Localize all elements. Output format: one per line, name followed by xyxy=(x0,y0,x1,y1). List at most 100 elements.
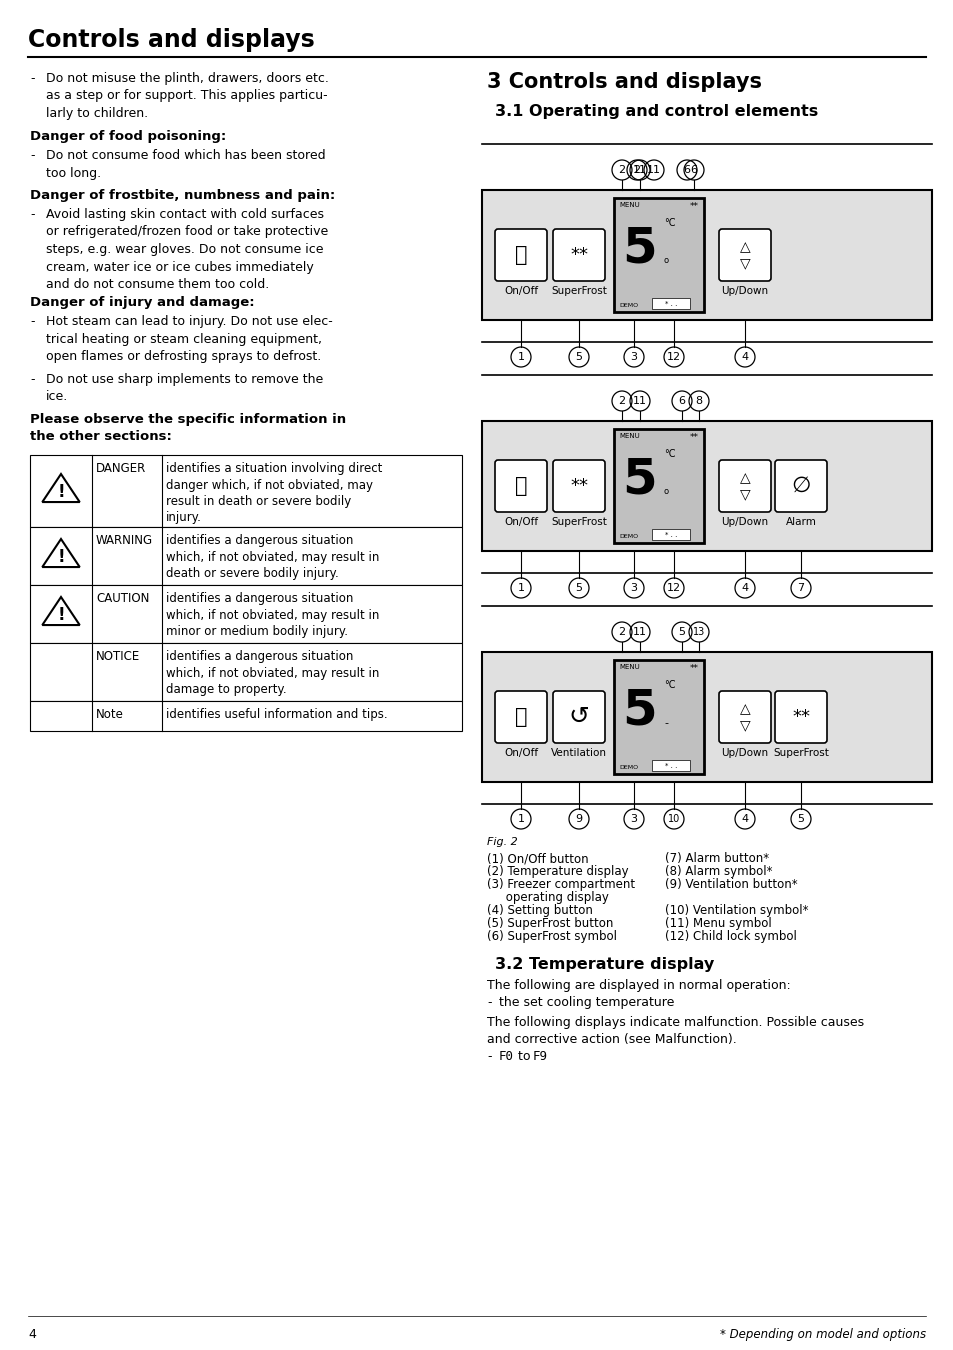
Bar xyxy=(30,526,461,585)
Text: 11: 11 xyxy=(646,165,660,176)
Bar xyxy=(30,701,461,730)
Text: -: - xyxy=(30,373,34,386)
FancyBboxPatch shape xyxy=(719,230,770,281)
Bar xyxy=(614,198,703,312)
Text: 3: 3 xyxy=(630,352,637,362)
Text: (9) Ventilation button*: (9) Ventilation button* xyxy=(664,878,797,891)
Text: (6) SuperFrost symbol: (6) SuperFrost symbol xyxy=(486,930,617,944)
Text: 3 Controls and displays: 3 Controls and displays xyxy=(486,72,761,92)
Text: 2: 2 xyxy=(633,165,639,176)
Text: -: - xyxy=(30,72,34,85)
Text: 5: 5 xyxy=(678,626,685,637)
Text: 3.1 Operating and control elements: 3.1 Operating and control elements xyxy=(495,104,818,119)
Text: Fig. 2: Fig. 2 xyxy=(486,837,517,846)
Text: -: - xyxy=(486,1050,491,1062)
Bar xyxy=(30,585,461,643)
Text: 5: 5 xyxy=(622,455,657,504)
Text: Up/Down: Up/Down xyxy=(720,748,768,757)
Bar xyxy=(651,298,689,309)
Text: 1: 1 xyxy=(517,352,524,362)
Text: 6: 6 xyxy=(690,165,697,176)
Text: 4: 4 xyxy=(740,583,748,593)
Text: 12: 12 xyxy=(666,352,680,362)
FancyBboxPatch shape xyxy=(553,230,604,281)
Text: 5: 5 xyxy=(575,583,582,593)
Text: SuperFrost: SuperFrost xyxy=(772,748,828,757)
Text: (3) Freezer compartment: (3) Freezer compartment xyxy=(486,878,635,891)
Text: o: o xyxy=(663,256,668,265)
Text: 2: 2 xyxy=(618,165,625,176)
Text: 5: 5 xyxy=(622,686,657,734)
Text: 3: 3 xyxy=(630,814,637,824)
Bar xyxy=(30,455,461,526)
FancyBboxPatch shape xyxy=(495,230,546,281)
Text: identifies a situation involving direct
danger which, if not obviated, may
resul: identifies a situation involving direct … xyxy=(166,462,382,525)
Text: Up/Down: Up/Down xyxy=(720,517,768,526)
Text: On/Off: On/Off xyxy=(503,286,537,296)
Text: Do not consume food which has been stored
too long.: Do not consume food which has been store… xyxy=(46,148,325,180)
Text: 11: 11 xyxy=(633,626,646,637)
Text: identifies a dangerous situation
which, if not obviated, may result in
damage to: identifies a dangerous situation which, … xyxy=(166,649,379,697)
Text: 8: 8 xyxy=(695,396,701,406)
Text: Do not misuse the plinth, drawers, doors etc.
as a step or for support. This app: Do not misuse the plinth, drawers, doors… xyxy=(46,72,329,120)
Text: Controls and displays: Controls and displays xyxy=(28,28,314,53)
Text: the set cooling temperature: the set cooling temperature xyxy=(498,996,674,1008)
Bar xyxy=(481,421,931,551)
Text: * . .: * . . xyxy=(664,532,677,539)
Text: On/Off: On/Off xyxy=(503,748,537,757)
Text: -: - xyxy=(486,996,491,1008)
Text: ⏻: ⏻ xyxy=(515,707,527,728)
Text: 4: 4 xyxy=(28,1328,36,1341)
Text: 2: 2 xyxy=(618,396,625,406)
FancyBboxPatch shape xyxy=(774,691,826,743)
Text: °C: °C xyxy=(663,450,675,459)
Text: 4: 4 xyxy=(740,814,748,824)
Text: (7) Alarm button*: (7) Alarm button* xyxy=(664,852,768,865)
Text: !: ! xyxy=(57,548,65,566)
Text: MENU: MENU xyxy=(618,202,639,208)
Bar xyxy=(481,652,931,782)
Text: 12: 12 xyxy=(666,583,680,593)
Bar xyxy=(651,760,689,771)
Text: Avoid lasting skin contact with cold surfaces
or refrigerated/frozen food or tak: Avoid lasting skin contact with cold sur… xyxy=(46,208,328,292)
FancyBboxPatch shape xyxy=(774,460,826,512)
Text: (11) Menu symbol: (11) Menu symbol xyxy=(664,917,771,930)
FancyBboxPatch shape xyxy=(553,460,604,512)
Text: operating display: operating display xyxy=(486,891,608,904)
Text: (12) Child lock symbol: (12) Child lock symbol xyxy=(664,930,796,944)
Text: DEMO: DEMO xyxy=(618,765,638,769)
Text: Alarm: Alarm xyxy=(784,517,816,526)
FancyBboxPatch shape xyxy=(719,460,770,512)
Text: Danger of frostbite, numbness and pain:: Danger of frostbite, numbness and pain: xyxy=(30,189,335,202)
Text: -: - xyxy=(663,718,667,728)
Text: 9: 9 xyxy=(575,814,582,824)
Text: **: ** xyxy=(689,664,699,674)
Text: WARNING: WARNING xyxy=(96,535,153,547)
Text: (2) Temperature display: (2) Temperature display xyxy=(486,865,628,878)
Text: The following displays indicate malfunction. Possible causes
and corrective acti: The following displays indicate malfunct… xyxy=(486,1017,863,1046)
Text: NOTICE: NOTICE xyxy=(96,649,140,663)
Text: Please observe the specific information in
the other sections:: Please observe the specific information … xyxy=(30,413,346,443)
Text: * . .: * . . xyxy=(664,763,677,769)
Text: * . .: * . . xyxy=(664,301,677,306)
Text: SuperFrost: SuperFrost xyxy=(551,286,606,296)
Bar xyxy=(651,529,689,540)
Text: **: ** xyxy=(689,202,699,211)
Text: MENU: MENU xyxy=(618,433,639,439)
Text: 3.2 Temperature display: 3.2 Temperature display xyxy=(495,957,714,972)
Text: 11: 11 xyxy=(633,396,646,406)
Text: 5: 5 xyxy=(622,224,657,273)
Text: identifies useful information and tips.: identifies useful information and tips. xyxy=(166,707,387,721)
Text: 11: 11 xyxy=(633,165,646,176)
Text: °C: °C xyxy=(663,217,675,228)
FancyBboxPatch shape xyxy=(719,691,770,743)
Text: 1: 1 xyxy=(517,814,524,824)
Text: 3: 3 xyxy=(630,583,637,593)
Text: Hot steam can lead to injury. Do not use elec-
trical heating or steam cleaning : Hot steam can lead to injury. Do not use… xyxy=(46,315,333,363)
FancyBboxPatch shape xyxy=(495,460,546,512)
Text: MENU: MENU xyxy=(618,664,639,670)
Text: △
▽: △ ▽ xyxy=(739,471,749,501)
Text: (4) Setting button: (4) Setting button xyxy=(486,904,592,917)
Text: ⏻: ⏻ xyxy=(515,477,527,495)
Text: **: ** xyxy=(569,246,587,265)
